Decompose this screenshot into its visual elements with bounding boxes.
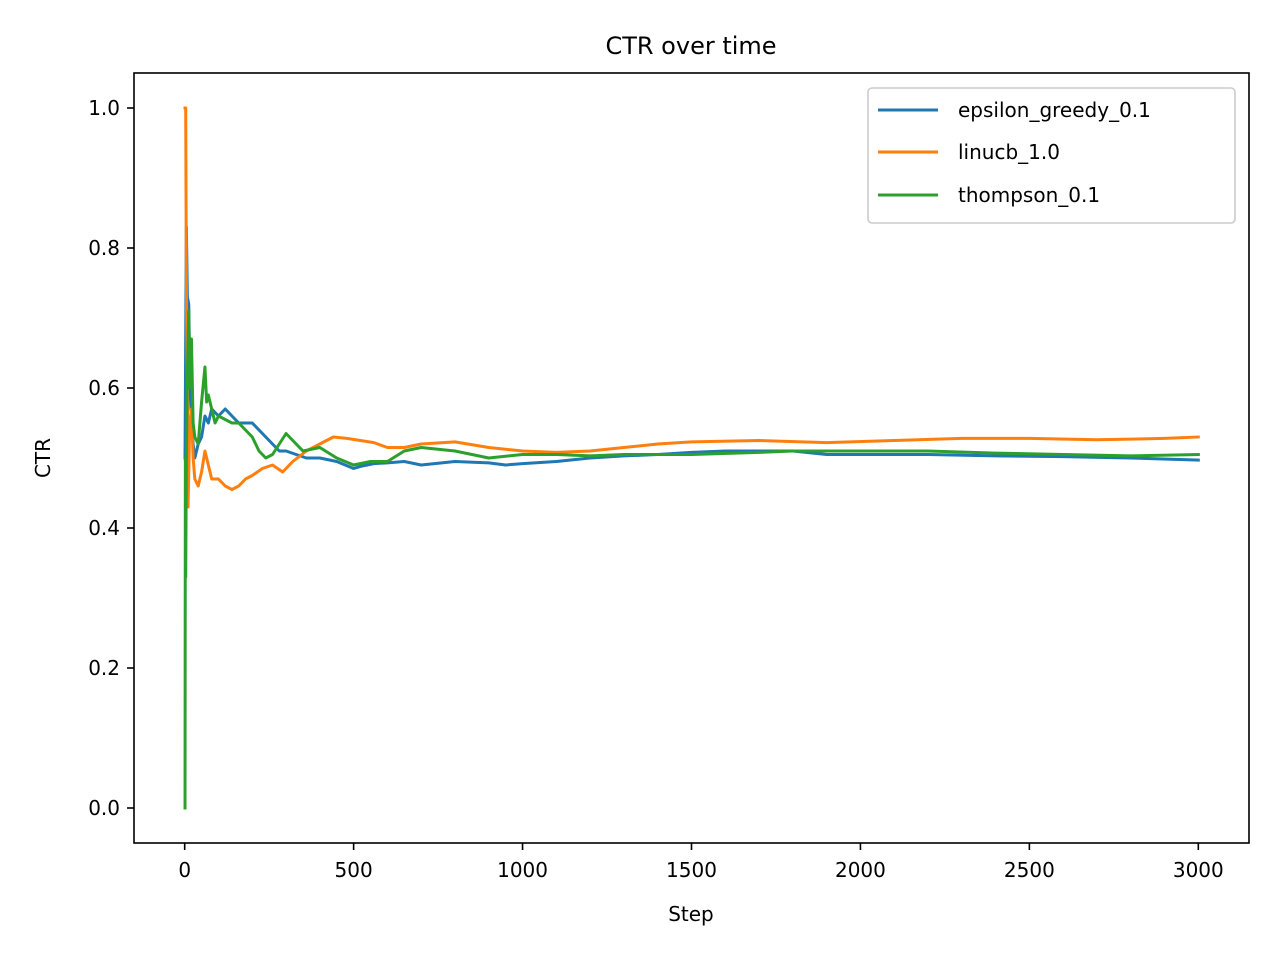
- y-tick-label: 1.0: [88, 96, 120, 120]
- y-tick-label: 0.4: [88, 516, 120, 540]
- series-line-thompson-0-1: [183, 309, 1200, 810]
- x-tick-label: 0: [178, 858, 191, 882]
- series-line-epsilon-greedy-0-1: [183, 225, 1200, 470]
- legend-label-epsilon-greedy: epsilon_greedy_0.1: [958, 98, 1151, 122]
- x-tick-label: 1500: [666, 858, 717, 882]
- y-axis-label: CTR: [31, 438, 55, 478]
- series-lines: [183, 106, 1200, 810]
- legend: epsilon_greedy_0.1 linucb_1.0 thompson_0…: [867, 87, 1236, 224]
- x-tick-label: 500: [335, 858, 373, 882]
- y-tick-label: 0.2: [88, 656, 120, 680]
- chart-title: CTR over time: [605, 32, 776, 60]
- legend-label-linucb: linucb_1.0: [958, 140, 1060, 164]
- y-tick-label: 0.8: [88, 236, 120, 260]
- x-tick-label: 1000: [497, 858, 548, 882]
- y-tick-label: 0.6: [88, 376, 120, 400]
- plot-frame: [133, 72, 1250, 844]
- ticks-layer: 0 500 1000 1500 2000 2500 3000 0.0 0.2 0.4 0.6 0.8 1…: [88, 96, 1224, 882]
- x-tick-label: 2500: [1004, 858, 1055, 882]
- x-tick-label: 2000: [835, 858, 886, 882]
- legend-box: [867, 87, 1236, 224]
- y-tick-label: 0.0: [88, 796, 120, 820]
- legend-label-thompson: thompson_0.1: [958, 183, 1100, 207]
- x-axis-label: Step: [668, 902, 714, 926]
- x-tick-label: 3000: [1173, 858, 1224, 882]
